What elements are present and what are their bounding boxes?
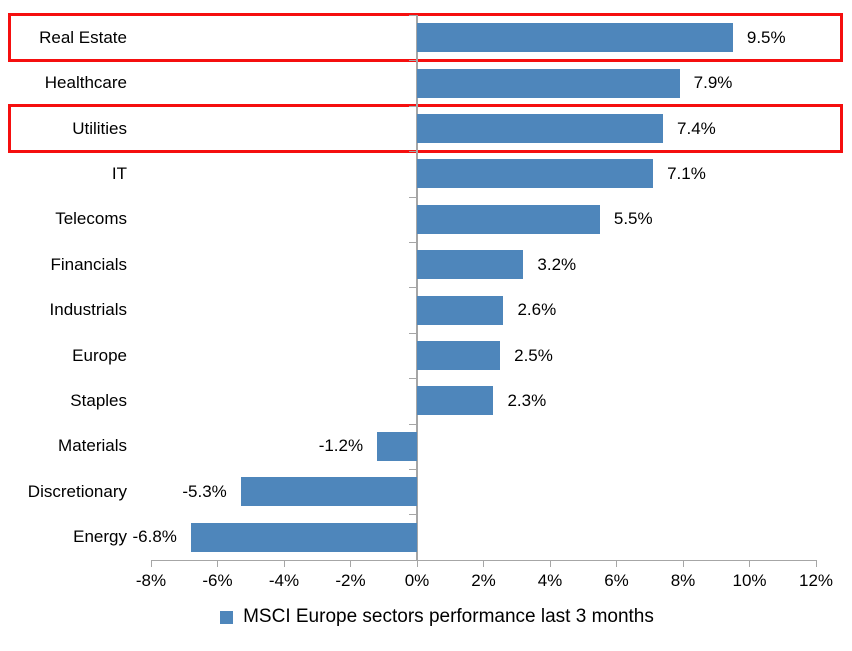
bar — [417, 23, 733, 53]
bar — [417, 68, 680, 98]
category-tick-mark — [409, 423, 417, 425]
value-label: 9.5% — [746, 27, 786, 47]
category-tick-mark — [409, 332, 417, 334]
category-tick-mark — [409, 151, 417, 153]
category-label: IT — [111, 163, 127, 183]
value-label: -6.8% — [132, 527, 177, 547]
legend-swatch-icon — [220, 610, 234, 624]
x-tick-label: -2% — [335, 570, 366, 590]
x-tick-label: 4% — [537, 570, 563, 590]
x-tick-mark — [483, 559, 484, 567]
highlight-box — [8, 13, 843, 63]
category-label: Discretionary — [27, 481, 127, 501]
x-tick-mark — [749, 559, 750, 567]
category-label: Utilities — [72, 118, 127, 138]
category-tick-mark — [409, 60, 417, 62]
value-label: 2.6% — [517, 300, 557, 320]
category-tick-mark — [409, 514, 417, 516]
value-label: -1.2% — [318, 436, 364, 456]
x-tick-mark — [416, 559, 418, 567]
x-tick-label: 8% — [670, 570, 696, 590]
bar — [377, 431, 417, 461]
category-tick-mark — [409, 287, 417, 289]
bar — [417, 386, 494, 416]
x-tick-label: -8% — [135, 570, 167, 590]
bar — [417, 250, 524, 280]
value-label: 2.5% — [514, 345, 553, 365]
category-label: Telecoms — [55, 209, 127, 229]
x-tick-mark — [350, 559, 351, 567]
y-axis-line — [416, 15, 418, 560]
x-tick-mark — [616, 559, 617, 567]
value-label: 5.5% — [613, 209, 653, 229]
x-tick-label: 12% — [798, 570, 834, 590]
category-tick-mark — [409, 378, 417, 380]
x-tick-mark — [150, 559, 152, 567]
category-label: Materials — [58, 436, 127, 456]
highlight-box — [8, 103, 843, 154]
category-label: Energy — [73, 527, 127, 547]
value-label: 7.9% — [693, 73, 733, 93]
bar — [417, 159, 654, 189]
legend-label: MSCI Europe sectors performance last 3 m… — [243, 606, 654, 627]
category-tick-mark — [409, 105, 417, 107]
x-tick-label: 0% — [404, 570, 430, 590]
value-label: 3.2% — [537, 254, 577, 274]
x-tick-label: 2% — [471, 570, 496, 590]
category-tick-mark — [409, 242, 417, 243]
x-tick-mark — [682, 559, 684, 567]
category-tick-mark — [409, 196, 417, 198]
category-tick-mark — [409, 15, 417, 16]
x-tick-label: -4% — [268, 570, 300, 590]
x-tick-label: 10% — [732, 570, 767, 590]
bar — [240, 477, 417, 507]
category-label: Healthcare — [44, 73, 127, 93]
x-tick-label: -6% — [202, 570, 233, 590]
value-label: 2.3% — [507, 390, 547, 410]
legend: MSCI Europe sectors performance last 3 m… — [0, 606, 852, 628]
value-label: 7.4% — [677, 118, 716, 138]
bar — [417, 114, 664, 143]
x-tick-label: 6% — [604, 570, 629, 590]
category-label: Europe — [72, 345, 127, 365]
value-label: -5.3% — [182, 481, 227, 501]
x-tick-mark — [283, 559, 285, 567]
category-label: Industrials — [49, 300, 127, 320]
category-label: Real Estate — [39, 27, 127, 47]
value-label: 7.1% — [667, 163, 706, 183]
category-label: Staples — [70, 390, 127, 410]
bar — [417, 295, 504, 325]
category-tick-mark — [409, 469, 417, 470]
x-tick-mark — [217, 559, 218, 567]
bar — [417, 204, 600, 234]
bar — [190, 522, 417, 552]
category-label: Financials — [50, 254, 127, 274]
bar — [417, 341, 501, 370]
x-tick-mark — [815, 559, 817, 567]
x-tick-mark — [549, 559, 551, 567]
